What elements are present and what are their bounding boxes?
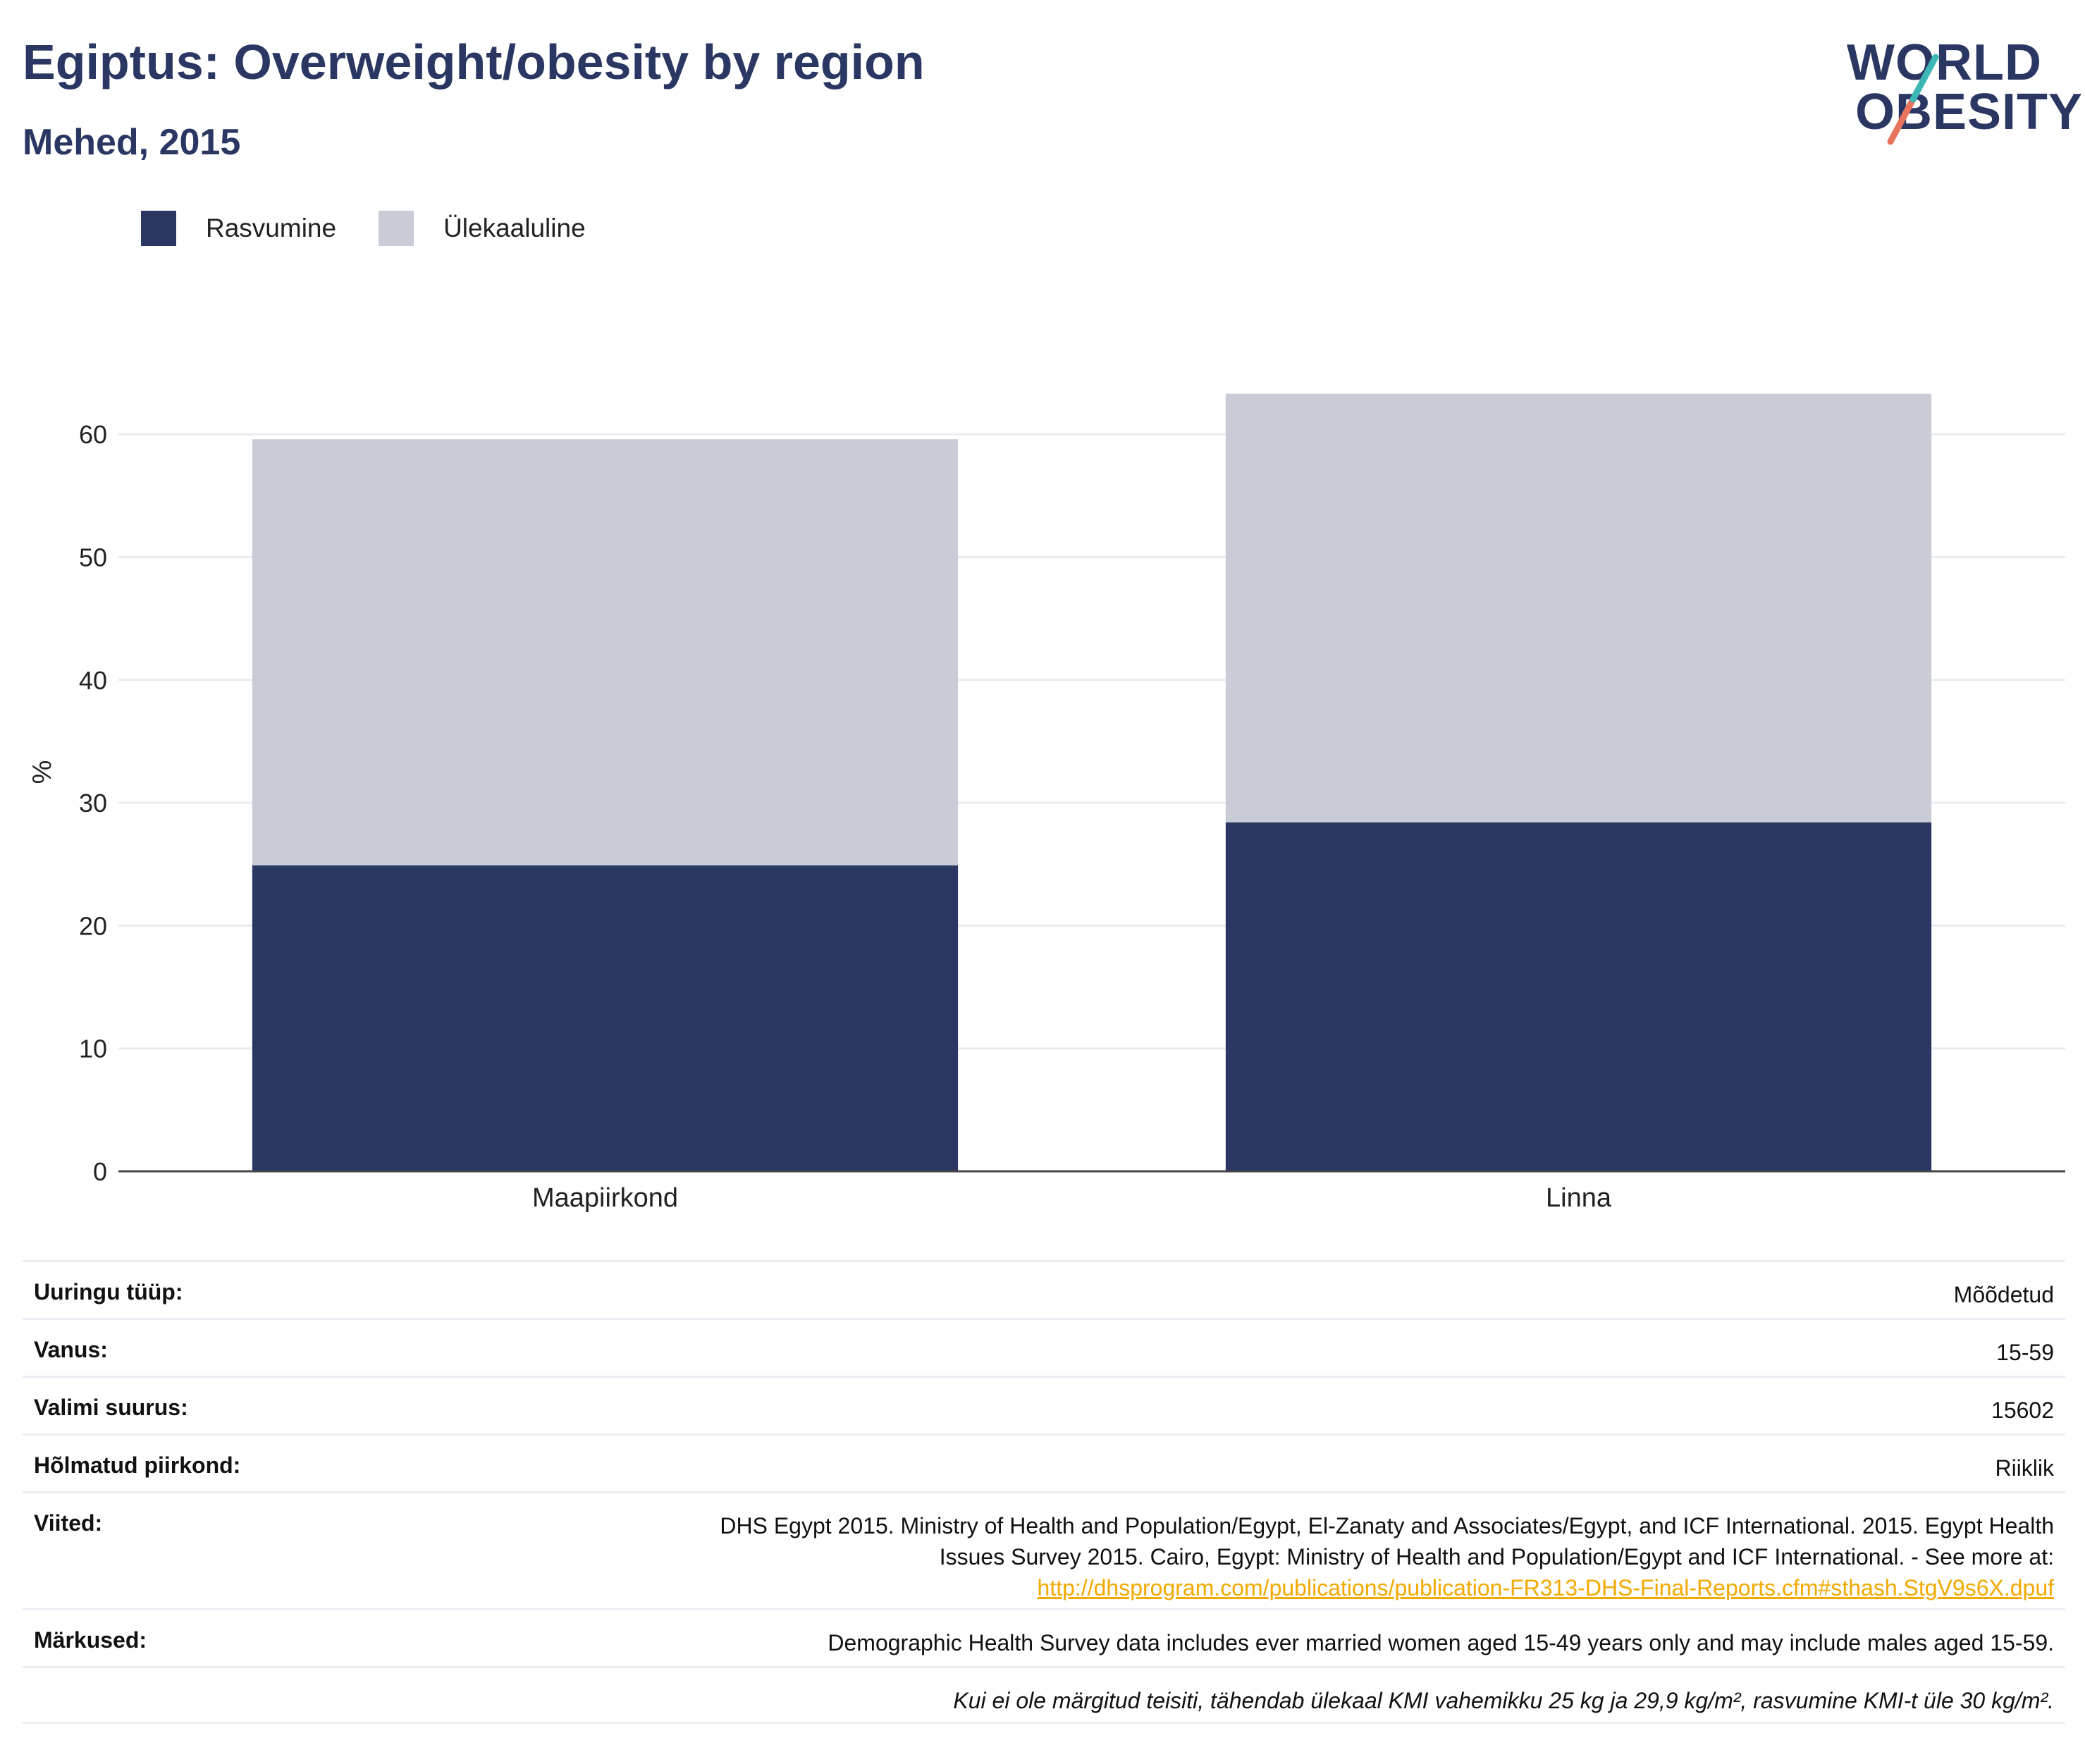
bar-chart: 0 10 20 30 40 50 60% Maapiirkond Linna (27, 393, 2065, 1213)
legend-swatch-ulekaaluline (379, 211, 414, 246)
meta-label: Viited: (34, 1510, 103, 1536)
x-tick-label: Maapiirkond (532, 1183, 678, 1213)
chart-legend: Rasvumine Ülekaaluline (141, 209, 628, 248)
legend-item-rasvumine[interactable]: Rasvumine (141, 211, 336, 246)
meta-label: Vanus: (34, 1337, 108, 1362)
world-obesity-logo: WORLD OBESITY (1833, 32, 2082, 152)
meta-label: Uuringu tüüp: (34, 1279, 183, 1305)
bar-ulekaaluline-1 (1225, 393, 1932, 822)
meta-row-sample-size: Valimi suurus: 15602 (23, 1376, 2065, 1433)
meta-label: Märkused: (34, 1627, 147, 1653)
y-tick-label: 0 (93, 1157, 107, 1186)
y-tick-label: 60 (79, 420, 107, 449)
legend-label-ulekaaluline: Ülekaaluline (443, 214, 586, 242)
y-tick-label: 10 (79, 1035, 107, 1063)
reference-link[interactable]: http://dhsprogram.com/publications/publi… (1037, 1575, 2054, 1600)
legend-label-rasvumine: Rasvumine (206, 214, 337, 242)
meta-value: 15-59 (1996, 1340, 2054, 1365)
x-tick-label: Linna (1546, 1183, 1612, 1213)
bar-ulekaaluline-0 (252, 439, 959, 865)
y-axis-label: % (27, 760, 57, 784)
meta-row-definition: Kui ei ole märgitud teisiti, tähendab ül… (23, 1666, 2065, 1724)
meta-row-notes: Märkused: Demographic Health Survey data… (23, 1608, 2065, 1666)
chart-subtitle: Mehed, 2015 (23, 122, 241, 163)
meta-value: DHS Egypt 2015. Ministry of Health and P… (720, 1493, 2054, 1603)
y-tick-label: 50 (79, 543, 107, 572)
meta-value: Mõõdetud (1953, 1282, 2054, 1307)
meta-row-survey-type: Uuringu tüüp: Mõõdetud (23, 1260, 2065, 1318)
y-tick-label: 40 (79, 666, 107, 695)
bar-rasvumine-0 (252, 865, 959, 1171)
metadata-table: Uuringu tüüp: Mõõdetud Vanus: 15-59 Vali… (23, 1260, 2065, 1724)
y-tick-label: 20 (79, 911, 107, 940)
meta-label: Hõlmatud piirkond: (34, 1452, 241, 1478)
meta-value: Demographic Health Survey data includes … (828, 1630, 2054, 1655)
meta-label: Valimi suurus: (34, 1395, 188, 1420)
logo-line-2: OBESITY (1855, 84, 2084, 140)
logo-line-1: WORLD (1847, 35, 2042, 91)
legend-swatch-rasvumine (141, 211, 176, 246)
y-tick-label: 30 (79, 789, 107, 818)
bar-rasvumine-1 (1225, 822, 1932, 1171)
meta-value: 15602 (1991, 1398, 2054, 1423)
meta-value: Kui ei ole märgitud teisiti, tähendab ül… (953, 1688, 2054, 1713)
legend-item-ulekaaluline[interactable]: Ülekaaluline (379, 211, 586, 246)
reference-line-2: Issues Survey 2015. Cairo, Egypt: Minist… (939, 1544, 2054, 1569)
meta-row-area-covered: Hõlmatud piirkond: Riiklik (23, 1433, 2065, 1491)
meta-row-age: Vanus: 15-59 (23, 1318, 2065, 1376)
reference-line-1: DHS Egypt 2015. Ministry of Health and P… (720, 1513, 2054, 1538)
meta-value: Riiklik (1995, 1455, 2054, 1481)
chart-title: Egiptus: Overweight/obesity by region (23, 35, 925, 90)
logo-slash-icon (1887, 54, 1939, 145)
meta-row-references: Viited: DHS Egypt 2015. Ministry of Heal… (23, 1491, 2065, 1608)
